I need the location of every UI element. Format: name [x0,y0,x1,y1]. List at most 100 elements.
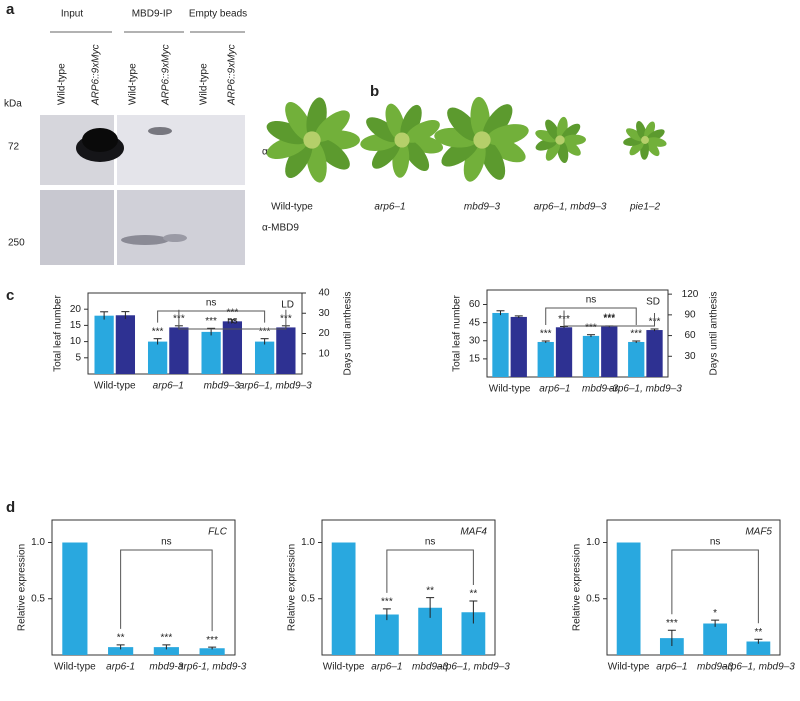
y-axis-label: Relative expression [17,544,28,631]
group-label: MBD9-IP [132,9,173,20]
y2-tick-label: 20 [318,328,330,339]
plot-frame [606,519,781,656]
significance: ** [426,585,434,596]
group-label: Input [61,9,83,20]
marker-label: 250 [8,238,25,249]
bar [582,335,600,377]
y-axis-label: Relative expression [287,544,298,631]
genotype-label: arp6–1 [374,202,405,213]
leaf [545,119,561,141]
bracket-label: *** [603,313,615,324]
leaf [405,120,440,143]
significance: ** [117,633,125,644]
leaf [626,128,644,142]
x-tick-label: mbd9–3 [412,662,449,673]
y2-tick-label: 10 [318,348,330,359]
leaf [385,103,405,141]
significance: *** [206,635,218,646]
plant [360,103,444,178]
chart-label: LD [281,300,294,311]
leaf [266,120,308,145]
bracket-label: ns [586,295,597,306]
leaf [486,124,529,146]
bracket-label: ns [206,298,217,309]
y-tick-label: 60 [469,299,481,310]
plot-frame [321,519,496,656]
panel-letter: a [6,1,15,18]
chart-label: SD [646,297,660,308]
lane-label: ARP6::9xMyc [161,44,172,106]
leaf [285,101,313,141]
leaf [285,139,313,179]
y2-axis-label: Days until anthesis [709,292,720,376]
bracket-line [671,549,759,624]
leaf [314,110,350,142]
antibody-label: α-MBD9 [262,223,299,234]
lane-label: Wild-type [57,63,68,105]
blot [40,31,245,265]
y-tick-label: 30 [469,335,481,346]
leaf [482,104,513,141]
y-tick-label: 15 [70,320,82,331]
x-tick-label: arp6–1 [153,381,184,392]
y-tick-label: 0.5 [31,593,45,604]
significance: *** [585,322,597,333]
y-axis-label: Total leaf number [53,294,64,371]
bar [276,327,296,374]
y2-tick-label: 120 [682,289,699,300]
lane-label: ARP6::9xMyc [91,44,102,106]
bar [418,607,443,655]
bracket-line [563,310,656,327]
lane-label: Wild-type [199,63,210,105]
y2-tick-label: 60 [684,330,696,341]
chart-label: MAF4 [460,527,487,538]
y-tick-label: 0.5 [586,593,600,604]
plant [266,97,360,183]
kda-label: kDa [4,99,22,110]
bar [537,341,554,377]
leaf [644,121,656,141]
bar [254,341,275,374]
leaf [645,139,660,157]
significance: *** [603,314,615,325]
plant [434,96,529,182]
significance: *** [227,307,239,318]
group-label: Empty beads [189,9,247,20]
bracket: *** [563,310,656,327]
y-tick-label: 10 [70,336,82,347]
y-tick-label: 0.5 [301,593,315,604]
rosette-center [641,136,649,144]
bar [461,612,486,655]
panel-letter: c [6,287,14,304]
bracket-label: ns [161,537,172,548]
y2-tick-label: 90 [684,309,696,320]
x-tick-label: mbd9-3 [149,662,183,673]
bar [492,312,509,377]
bar [555,327,573,377]
bar [616,542,641,655]
x-tick-label: mbd9–3 [582,384,619,395]
x-tick-label: arp6–1, mbd9–3 [437,662,510,673]
rosette-center [303,131,321,149]
x-tick-label: arp6–1 [371,662,402,673]
x-tick-label: arp6–1, mbd9–3 [239,381,312,392]
y-tick-label: 1.0 [586,537,600,548]
plot-frame [51,519,236,656]
bar [201,331,221,374]
bar [153,647,179,655]
x-tick-label: arp6–1 [656,662,687,673]
bar [331,542,356,655]
x-tick-label: Wild-type [608,662,650,673]
bar [510,316,527,377]
genotype-label: arp6–1, mbd9–3 [534,202,607,213]
plant [535,116,586,164]
leaf [545,139,561,161]
bar [115,315,136,374]
bar [659,638,684,655]
leaf [636,121,647,141]
bar [94,315,114,374]
leaf [480,139,506,180]
leaf [400,104,422,141]
genotype-label: pie1–2 [629,202,660,213]
